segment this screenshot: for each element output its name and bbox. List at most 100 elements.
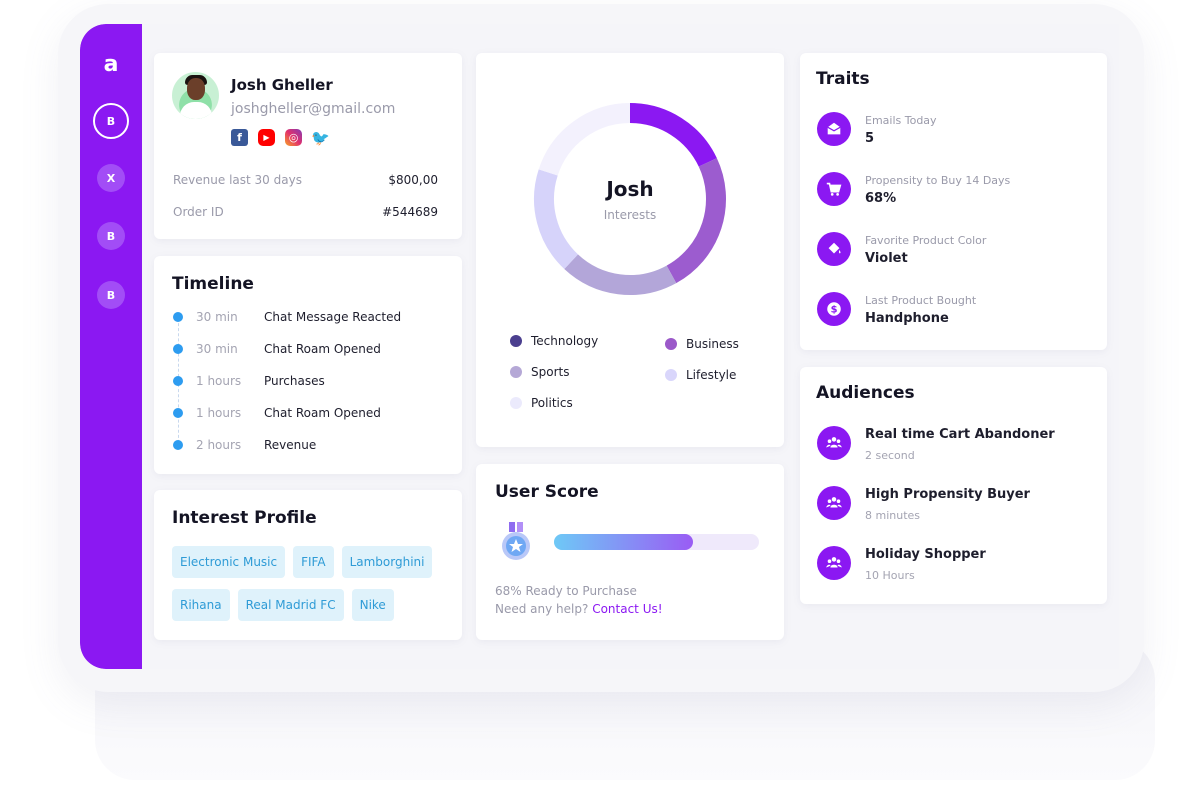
timeline-time: 30 min	[196, 310, 238, 324]
user-score-card: User Score 68% Ready to Purchase Need an…	[476, 464, 784, 640]
order-id-value: #544689	[382, 205, 438, 219]
app-logo[interactable]: a	[103, 52, 119, 77]
dollar-icon: $	[817, 292, 851, 326]
score-progress-track	[554, 534, 759, 550]
legend-label: Business	[686, 337, 739, 351]
interest-chip[interactable]: Electronic Music	[172, 546, 286, 578]
sidebar-item-3[interactable]: B	[97, 222, 125, 250]
traits-title: Traits	[816, 69, 870, 89]
medal-icon	[502, 522, 530, 560]
audience-time: 8 minutes	[865, 509, 921, 522]
timeline-dot	[173, 408, 183, 418]
traits-card: Traits Emails Today 5 Propensity to Buy …	[800, 53, 1107, 350]
legend-item-politics[interactable]: Politics	[510, 396, 573, 410]
trait-value: 5	[865, 131, 875, 146]
donut-name: Josh	[606, 177, 654, 201]
timeline-event[interactable]: Chat Roam Opened	[264, 406, 381, 420]
mail-icon	[817, 112, 851, 146]
order-id-label: Order ID	[173, 205, 224, 219]
interest-chips: Electronic Music FIFA Lamborghini Rihana…	[172, 546, 452, 621]
youtube-icon[interactable]: ▶	[258, 129, 275, 146]
score-progress-fill	[554, 534, 694, 550]
legend-item-technology[interactable]: Technology	[510, 334, 598, 348]
revenue-label: Revenue last 30 days	[173, 173, 302, 187]
legend-dot	[665, 369, 677, 381]
timeline-dot	[173, 344, 183, 354]
profile-name: Josh Gheller	[231, 76, 333, 94]
timeline-dot	[173, 312, 183, 322]
donut-segment-lifestyle[interactable]	[534, 169, 579, 269]
svg-text:$: $	[831, 305, 838, 316]
profile-email: joshgheller@gmail.com	[231, 101, 396, 117]
timeline-card: Timeline 30 min Chat Message Reacted 30 …	[154, 256, 462, 474]
timeline-event[interactable]: Chat Message Reacted	[264, 310, 402, 324]
audience-time: 2 second	[865, 449, 915, 462]
timeline-title: Timeline	[172, 274, 254, 294]
trait-label: Last Product Bought	[865, 294, 977, 307]
legend-dot	[510, 366, 522, 378]
timeline-event[interactable]: Chat Roam Opened	[264, 342, 381, 356]
donut-segment-politics[interactable]	[538, 103, 631, 176]
revenue-value: $800,00	[388, 173, 438, 187]
timeline-time: 1 hours	[196, 406, 242, 420]
interest-chip[interactable]: Lamborghini	[341, 546, 433, 578]
interests-donut	[534, 103, 726, 295]
donut-subtitle: Interests	[603, 208, 657, 222]
profile-card: Josh Gheller joshgheller@gmail.com f ▶ ◎…	[154, 53, 462, 239]
help-text: Need any help?	[495, 602, 589, 616]
timeline-event[interactable]: Revenue	[264, 438, 317, 452]
legend-dot	[510, 397, 522, 409]
audience-name[interactable]: High Propensity Buyer	[865, 487, 1030, 502]
donut-segment-sports[interactable]	[564, 254, 677, 295]
avatar[interactable]	[172, 72, 219, 119]
contact-us-link[interactable]: Contact Us!	[592, 602, 663, 616]
interest-chip[interactable]: Real Madrid FC	[237, 589, 344, 621]
audience-name[interactable]: Real time Cart Abandoner	[865, 427, 1055, 442]
donut-segment-technology[interactable]	[629, 103, 717, 167]
interest-chip[interactable]: FIFA	[293, 546, 334, 578]
timeline-dot	[173, 376, 183, 386]
trait-label: Favorite Product Color	[865, 234, 987, 247]
help-line: Need any help? Contact Us!	[495, 602, 663, 616]
audience-name[interactable]: Holiday Shopper	[865, 547, 986, 562]
legend-label: Technology	[531, 334, 599, 348]
audience-time: 10 Hours	[865, 569, 915, 582]
trait-value: Handphone	[865, 311, 949, 326]
sidebar-item-2[interactable]: X	[97, 164, 125, 192]
legend-label: Politics	[531, 396, 573, 410]
instagram-icon[interactable]: ◎	[285, 129, 302, 146]
legend-item-business[interactable]: Business	[665, 337, 739, 351]
legend-item-sports[interactable]: Sports	[510, 365, 569, 379]
dashboard-screen: a B X B B Josh Gheller joshgheller@gmail…	[80, 24, 1119, 669]
sidebar-item-4[interactable]: B	[97, 281, 125, 309]
sidebar-item-1[interactable]: B	[93, 103, 129, 139]
interest-profile-card: Interest Profile Electronic Music FIFA L…	[154, 490, 462, 640]
donut-segment-business[interactable]	[666, 158, 726, 284]
legend-dot	[510, 335, 522, 347]
interest-profile-title: Interest Profile	[172, 508, 317, 528]
interest-chip[interactable]: Rihana	[172, 589, 230, 621]
sidebar: a B X B B	[80, 24, 142, 669]
timeline-time: 2 hours	[196, 438, 242, 452]
trait-value: Violet	[865, 251, 908, 266]
audiences-title: Audiences	[816, 383, 915, 403]
user-score-title: User Score	[495, 482, 599, 502]
timeline-time: 1 hours	[196, 374, 242, 388]
interest-chip[interactable]: Nike	[351, 589, 394, 621]
timeline-event[interactable]: Purchases	[264, 374, 325, 388]
interests-card: Josh Interests Technology Business Sport…	[476, 53, 784, 447]
legend-dot	[665, 338, 677, 350]
legend-label: Lifestyle	[686, 368, 737, 382]
timeline-dot	[173, 440, 183, 450]
timeline-time: 30 min	[196, 342, 238, 356]
trait-label: Emails Today	[865, 114, 937, 127]
social-links: f ▶ ◎ 🐦	[231, 128, 330, 147]
cart-icon	[817, 172, 851, 206]
facebook-icon[interactable]: f	[231, 129, 248, 146]
trait-label: Propensity to Buy 14 Days	[865, 174, 1011, 187]
twitter-icon[interactable]: 🐦	[311, 128, 330, 147]
group-icon	[817, 546, 851, 580]
group-icon	[817, 426, 851, 460]
legend-item-lifestyle[interactable]: Lifestyle	[665, 368, 736, 382]
audiences-card: Audiences Real time Cart Abandoner 2 sec…	[800, 367, 1107, 604]
